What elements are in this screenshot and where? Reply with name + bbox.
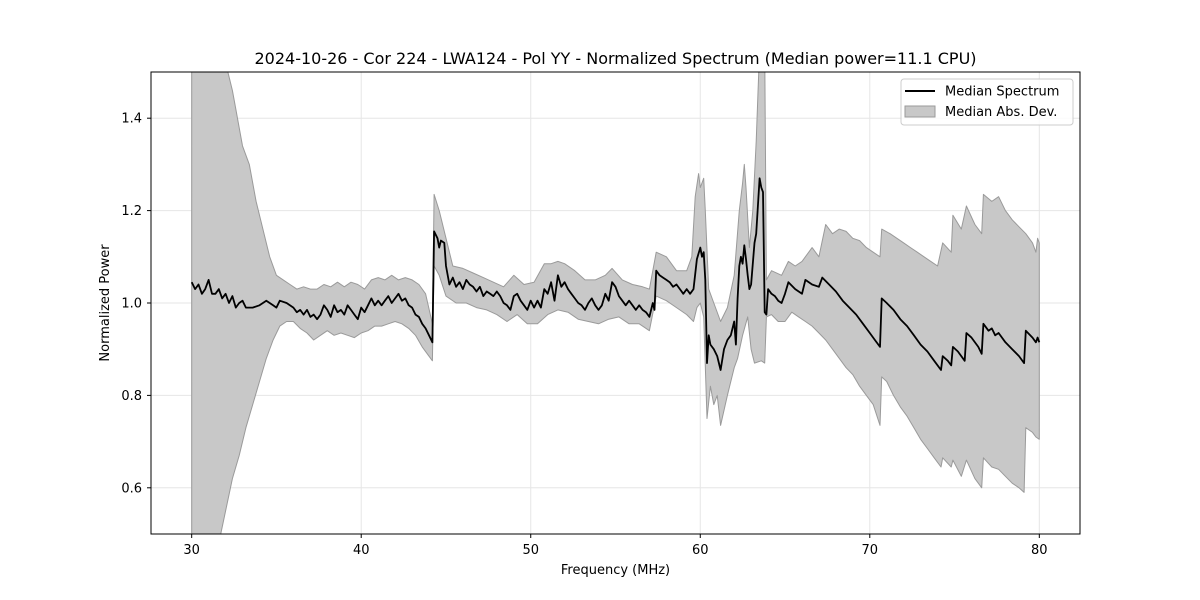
- legend-median-label: Median Spectrum: [945, 85, 1059, 100]
- median-spectrum-line: [190, 177, 1041, 371]
- legend-mad-label: Median Abs. Dev.: [945, 105, 1057, 120]
- x-tick-label: 70: [862, 543, 879, 558]
- legend: Median Spectrum Median Abs. Dev.: [900, 78, 1074, 126]
- y-tick-label: 0.8: [121, 389, 142, 404]
- median-line-layer: [190, 177, 1041, 371]
- legend-mad-swatch: [904, 105, 936, 118]
- legend-box: [900, 78, 1074, 126]
- x-axis-label: Frequency (MHz): [561, 563, 670, 578]
- ticks: 30 40 50 60 70 80 0.6 0.8 1.0 1.2 1.4: [121, 112, 1047, 558]
- chart-title: 2024-10-26 - Cor 224 - LWA124 - Pol YY -…: [254, 49, 976, 68]
- y-tick-label: 0.6: [121, 481, 142, 496]
- x-tick-label: 60: [692, 543, 709, 558]
- x-tick-label: 40: [353, 543, 370, 558]
- x-tick-label: 50: [522, 543, 539, 558]
- y-tick-label: 1.2: [121, 204, 142, 219]
- y-axis-label: Normalized Power: [98, 244, 113, 362]
- x-tick-label: 30: [183, 543, 200, 558]
- y-tick-label: 1.4: [121, 112, 142, 127]
- mad-band-layer: [191, 72, 1040, 534]
- x-tick-label: 80: [1031, 543, 1048, 558]
- mad-band: [191, 72, 1040, 534]
- y-tick-label: 1.0: [121, 297, 142, 312]
